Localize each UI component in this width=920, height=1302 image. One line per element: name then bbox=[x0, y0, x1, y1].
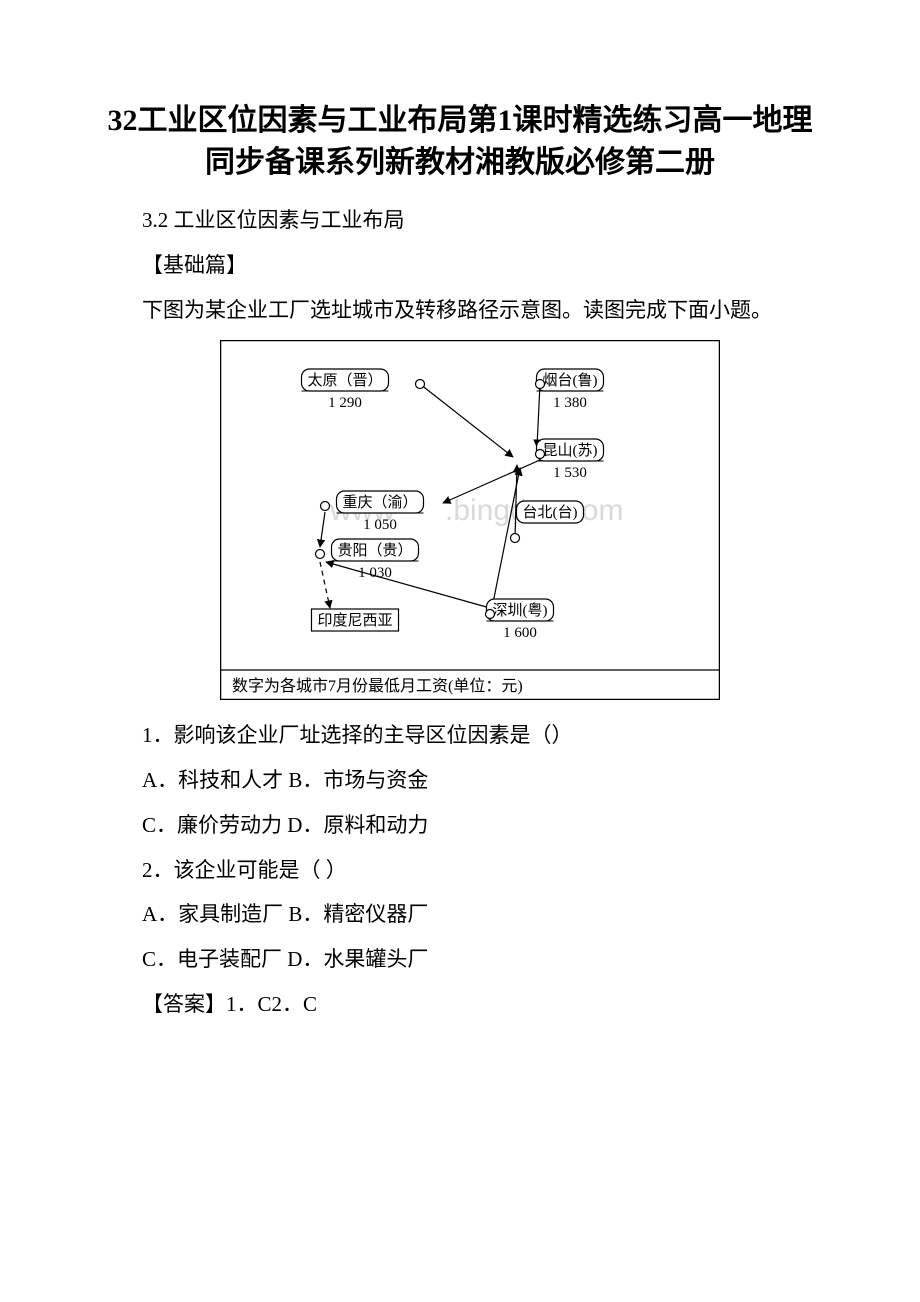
answer-line: 【答案】1．C2．C bbox=[100, 986, 820, 1023]
svg-text:1 530: 1 530 bbox=[553, 465, 587, 481]
svg-text:贵阳（贵）: 贵阳（贵） bbox=[337, 542, 412, 559]
svg-text:台北(台): 台北(台) bbox=[523, 504, 578, 521]
svg-text:烟台(鲁): 烟台(鲁) bbox=[543, 372, 598, 389]
svg-text:印度尼西亚: 印度尼西亚 bbox=[317, 612, 392, 629]
q2-stem: 2．该企业可能是（ ） bbox=[100, 852, 820, 889]
q1-options-line2: C．廉价劳动力 D．原料和动力 bbox=[100, 807, 820, 844]
svg-text:数字为各城市7月份最低月工资(单位：元): 数字为各城市7月份最低月工资(单位：元) bbox=[232, 677, 523, 695]
transfer-diagram: www.bingdoc.com太原（晋）1 290烟台(鲁)1 380昆山(苏)… bbox=[220, 340, 720, 700]
svg-text:1 030: 1 030 bbox=[358, 565, 392, 581]
svg-text:昆山(苏): 昆山(苏) bbox=[543, 442, 598, 459]
document-title: 32工业区位因素与工业布局第1课时精选练习高一地理同步备课系列新教材湘教版必修第… bbox=[100, 100, 820, 184]
q1-options-line1: A．科技和人才 B．市场与资金 bbox=[100, 762, 820, 799]
svg-text:1 290: 1 290 bbox=[328, 395, 362, 411]
subsection-number: 3.2 工业区位因素与工业布局 bbox=[100, 202, 820, 239]
intro-text: 下图为某企业工厂选址城市及转移路径示意图。读图完成下面小题。 bbox=[100, 292, 820, 329]
q1-stem: 1．影响该企业厂址选择的主导区位因素是（） bbox=[100, 717, 820, 754]
svg-text:重庆（渝）: 重庆（渝） bbox=[342, 494, 417, 511]
svg-text:深圳(粤): 深圳(粤) bbox=[493, 601, 548, 619]
svg-text:1 050: 1 050 bbox=[363, 517, 397, 533]
q2-options-line2: C．电子装配厂 D．水果罐头厂 bbox=[100, 941, 820, 978]
svg-text:太原（晋）: 太原（晋） bbox=[307, 372, 382, 389]
svg-text:1 380: 1 380 bbox=[553, 395, 587, 411]
section-tag: 【基础篇】 bbox=[100, 247, 820, 284]
diagram-container: www.bingdoc.com太原（晋）1 290烟台(鲁)1 380昆山(苏)… bbox=[220, 340, 820, 705]
svg-text:1 600: 1 600 bbox=[503, 625, 537, 641]
q2-options-line1: A．家具制造厂 B．精密仪器厂 bbox=[100, 896, 820, 933]
